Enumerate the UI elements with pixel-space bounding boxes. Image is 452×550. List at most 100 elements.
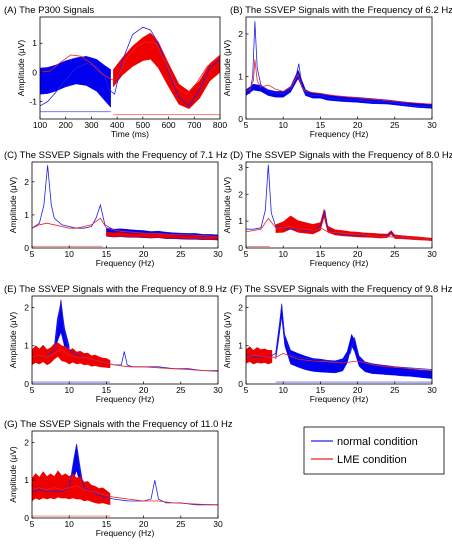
y-tick-label: 0 [32,67,37,77]
series-lme-line [32,485,218,506]
y-tick-label: 0 [238,243,243,253]
series-normal-line [246,164,432,241]
axis-frame [31,430,219,519]
panel-title: (B) The SSVEP Signals with the Frequency… [230,5,452,16]
y-axis-label: Amplitude (μV) [222,40,232,97]
y-axis-label: Amplitude (μV) [8,312,18,369]
x-tick-label: 30 [427,385,437,395]
series-lme-line [40,41,220,95]
panel-title: (G) The SSVEP Signals with the Frequency… [4,419,233,430]
y-tick-label: 0 [24,243,29,253]
x-tick-label: 20 [353,249,363,259]
x-tick-label: 20 [353,120,363,130]
axis-frame [245,161,433,249]
x-tick-label: 10 [64,385,74,395]
x-tick-label: 30 [427,249,437,259]
y-tick-label: 1 [32,38,37,48]
x-axis-label: Frequency (Hz) [310,129,369,139]
y-tick-label: 0 [238,114,243,124]
y-tick-label: 0 [238,379,243,389]
x-tick-label: 800 [213,120,227,130]
axis-frame [31,161,219,249]
panel-e: 5 10 15 20 25 30 0 1 2 (E) The SSVEP Signals with… [4,284,227,404]
x-tick-label: 30 [213,249,223,259]
x-tick-label: 10 [278,120,288,130]
panel-title: (C) The SSVEP Signals with the Frequency… [4,150,228,161]
y-tick-label: 2 [238,302,243,312]
x-tick-label: 20 [139,385,149,395]
x-tick-label: 30 [213,519,223,529]
x-tick-label: 15 [316,385,326,395]
y-axis-label: Amplitude (μV) [8,446,18,503]
plot-content [32,444,218,517]
axis-frame [39,16,221,120]
series-normal-line [40,26,220,107]
band-blue [275,305,432,379]
y-tick-label: 2 [24,177,29,187]
y-tick-label: 1 [238,341,243,351]
x-tick-label: 25 [390,120,400,130]
y-tick-label: 1 [24,475,29,485]
y-tick-label: 3 [238,162,243,172]
panel-a: 100 200 300 400 500 600 700 800 -1 0 1 (A) The P300… [4,5,227,139]
x-tick-label: 25 [390,249,400,259]
x-tick-label: 20 [353,385,363,395]
plot-content [246,164,432,247]
panel-title: (D) The SSVEP Signals with the Frequency… [230,150,452,161]
band-red [113,32,220,110]
plot-content [40,26,220,116]
x-axis-label: Frequency (Hz) [310,258,369,268]
x-tick-label: 100 [33,120,47,130]
x-tick-label: 400 [110,120,124,130]
y-tick-label: 2 [24,437,29,447]
x-tick-label: 5 [30,519,35,529]
x-tick-label: 25 [390,385,400,395]
x-tick-label: 15 [316,120,326,130]
panel-title: (A) The P300 Signals [4,5,94,16]
x-tick-label: 15 [316,249,326,259]
x-tick-label: 5 [30,385,35,395]
series-lme-line [246,352,432,371]
y-tick-label: 2 [24,302,29,312]
y-tick-label: 1 [238,216,243,226]
band-red [106,231,218,240]
x-tick-label: 20 [139,519,149,529]
y-axis-label: Amplitude (μV) [222,177,232,234]
x-tick-label: 30 [213,385,223,395]
legend-label-normal: normal condition [337,436,418,448]
legend-box [303,426,445,475]
x-axis-label: Frequency (Hz) [310,394,369,404]
panel-title: (F) The SSVEP Signals with the Frequency… [230,284,452,295]
axis-frame [31,295,219,385]
x-tick-label: 10 [278,385,288,395]
y-tick-label: 1 [24,210,29,220]
x-tick-label: 10 [64,249,74,259]
band-red [32,342,111,369]
band-blue [40,56,111,108]
band-red [246,346,273,365]
panel-g: 5 10 15 20 25 30 0 1 2 (G) The SSVEP Signals with… [4,419,233,538]
x-axis-label: Frequency (Hz) [96,528,155,538]
x-tick-label: 20 [139,249,149,259]
series-normal-line [246,21,432,107]
y-tick-label: 1 [24,341,29,351]
series-normal-line [32,444,218,506]
y-axis-label: Amplitude (μV) [222,312,232,369]
x-tick-label: 300 [84,120,98,130]
panel-c: 5 10 15 20 25 30 0 1 2 (C) The SSVEP Signals with… [4,150,228,268]
x-tick-label: 25 [176,385,186,395]
plot-content [246,21,432,109]
series-lme-line [32,217,218,237]
legend: normal condition LME condition [303,426,445,475]
x-axis-label: Frequency (Hz) [96,394,155,404]
x-tick-label: 700 [187,120,201,130]
x-tick-label: 200 [59,120,73,130]
panel-title: (E) The SSVEP Signals with the Frequency… [4,284,227,295]
plot-content [32,165,218,247]
x-tick-label: 10 [278,249,288,259]
series-lme-line [32,349,218,372]
series-lme-line [246,59,432,105]
y-tick-label: 1 [238,72,243,82]
axis-frame [245,16,433,120]
y-axis-label: Amplitude (μV) [16,40,26,97]
